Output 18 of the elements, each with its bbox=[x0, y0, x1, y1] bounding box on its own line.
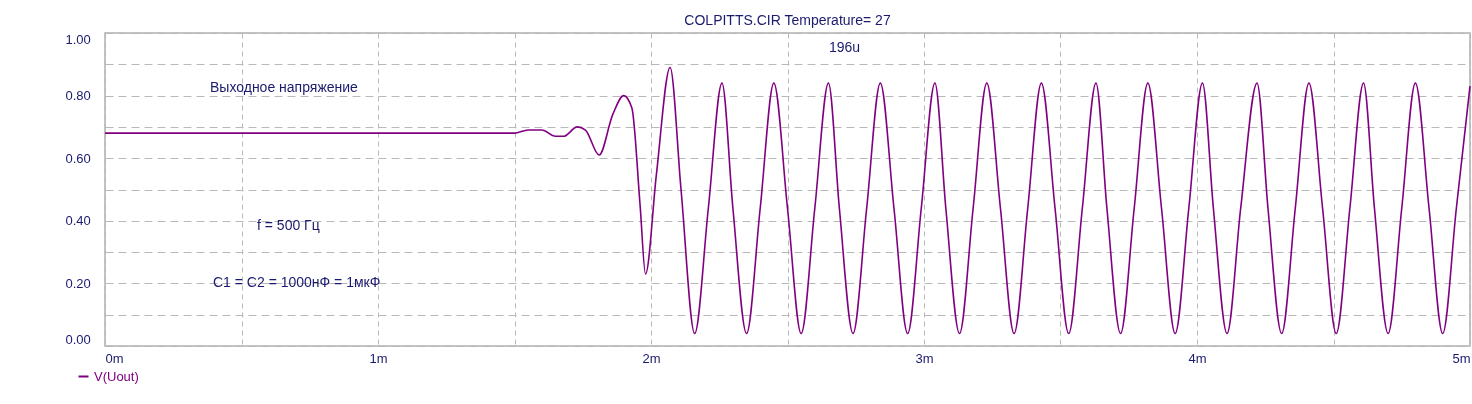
annotation: f = 500 Гц bbox=[257, 217, 320, 233]
y-tick-label: 0.60 bbox=[65, 150, 91, 166]
y-tick-label: 0.40 bbox=[65, 213, 91, 229]
chart-title: COLPITTS.CIR Temperature= 27 bbox=[684, 12, 891, 28]
x-tick-label: 1m bbox=[369, 350, 388, 366]
annotation: C1 = C2 = 1000нФ = 1мкФ bbox=[213, 274, 381, 290]
x-tick-label: 3m bbox=[915, 350, 934, 366]
x-tick-label: 0m bbox=[105, 350, 124, 366]
x-tick-label: 2m bbox=[642, 350, 661, 366]
legend-label: V(Uout) bbox=[94, 368, 139, 384]
y-tick-label: 0.80 bbox=[65, 88, 91, 104]
annotation: Выходное напряжение bbox=[210, 79, 359, 95]
x-tick-label: 5m bbox=[1452, 350, 1471, 366]
y-tick-label: 0.00 bbox=[65, 331, 91, 347]
y-tick-label: 0.20 bbox=[65, 275, 91, 291]
x-tick-label: 4m bbox=[1188, 350, 1207, 366]
y-tick-label: 1.00 bbox=[65, 31, 91, 47]
annotation: 196u bbox=[829, 39, 861, 55]
